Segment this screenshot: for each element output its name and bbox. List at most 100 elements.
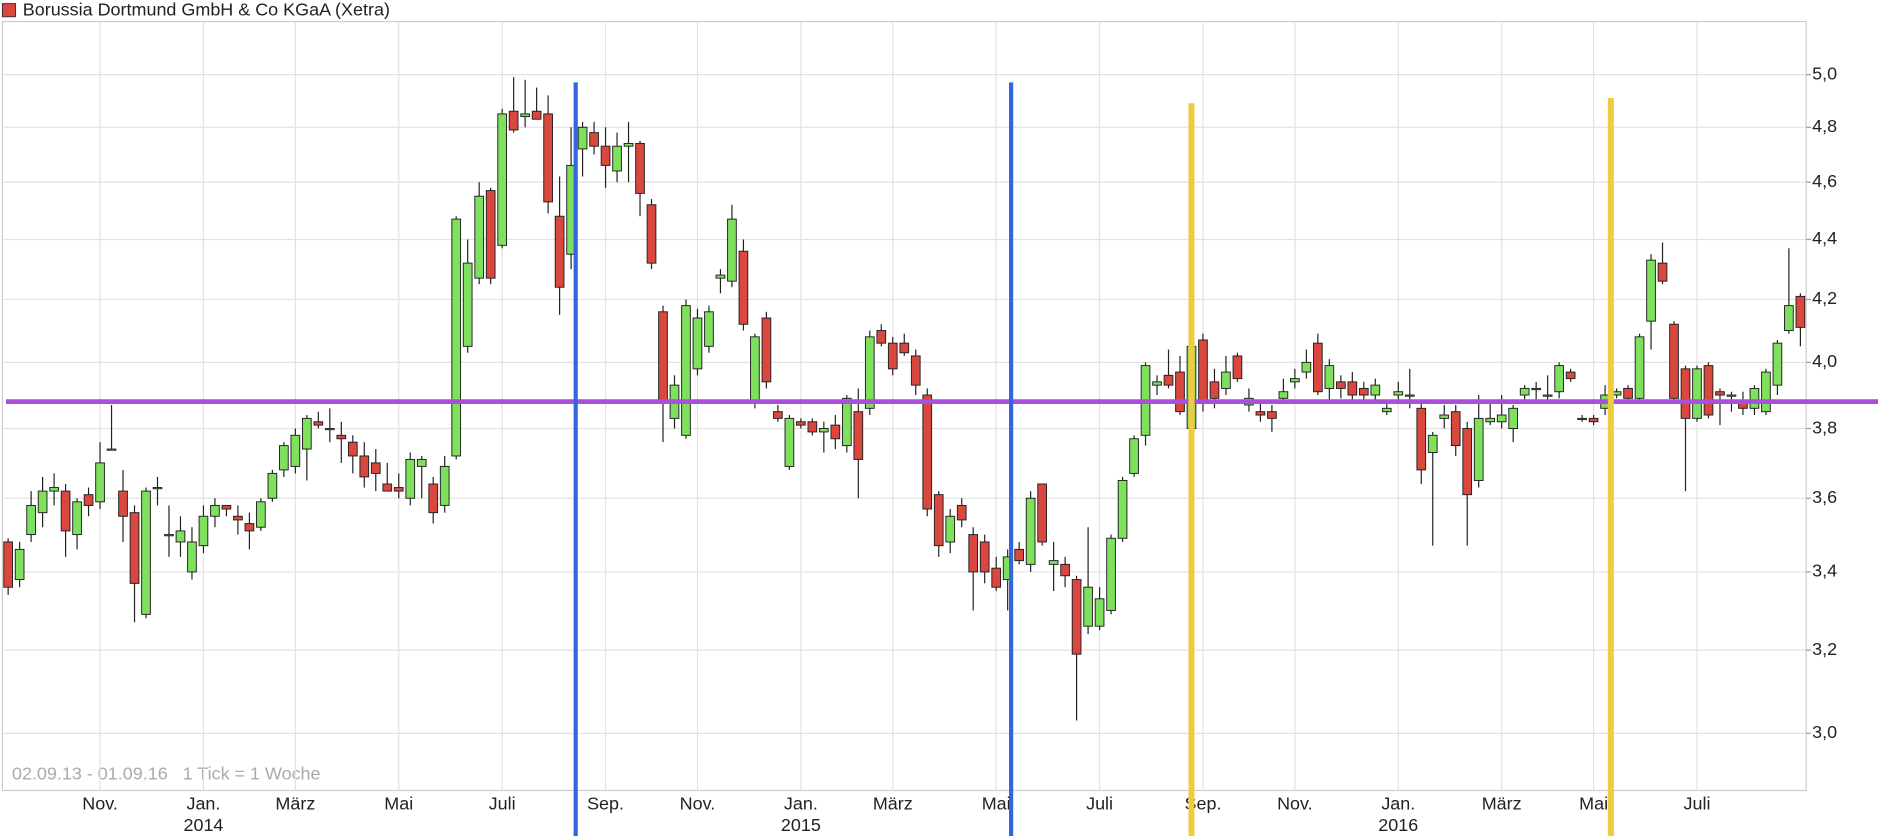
candle-body — [1209, 381, 1220, 399]
candle-body — [164, 534, 174, 537]
candle-body — [1094, 598, 1105, 627]
year-label: 2016 — [1378, 815, 1418, 835]
candle-body — [887, 342, 898, 370]
candle-body — [1037, 483, 1047, 543]
candle-body — [14, 548, 25, 581]
candle-body — [1358, 387, 1369, 396]
candle-body — [508, 110, 519, 131]
candle-body — [416, 458, 427, 467]
candle-body — [1198, 339, 1208, 403]
candle-body — [428, 483, 439, 514]
candle-body — [933, 494, 944, 547]
candle-body — [1232, 355, 1243, 380]
candle-body — [72, 501, 82, 536]
candle-body — [600, 145, 611, 166]
candle-body — [1393, 391, 1404, 396]
candle-body — [1083, 586, 1093, 627]
candle-body — [956, 504, 967, 521]
candle-body — [497, 113, 508, 246]
candle-body — [1071, 579, 1082, 655]
candle-body — [233, 515, 243, 521]
year-label: 2015 — [781, 815, 821, 835]
y-tick-label: 3,8 — [1812, 417, 1837, 437]
year-label: 2014 — [183, 815, 223, 835]
candle-body — [439, 465, 450, 506]
plot-area — [1, 20, 1807, 792]
chart-title: Borussia Dortmund GmbH & Co KGaA (Xetra) — [23, 0, 390, 20]
candle-body — [796, 421, 806, 426]
candle-body — [267, 472, 278, 499]
candle-body — [819, 428, 829, 433]
candle-body — [1060, 563, 1070, 577]
candle-body — [187, 541, 197, 573]
candle-body — [324, 428, 335, 431]
candle-body — [1542, 394, 1553, 397]
candle-body — [945, 515, 956, 543]
y-tick-label: 4,4 — [1812, 228, 1837, 248]
candle-body — [612, 145, 622, 172]
candle-body — [991, 567, 1002, 588]
candle-body — [3, 541, 13, 588]
candle-body — [531, 110, 542, 120]
candle-body — [864, 336, 875, 409]
candle-body — [256, 501, 266, 528]
candle-body — [761, 317, 772, 383]
candle-body — [1623, 387, 1633, 399]
candle-body — [462, 262, 473, 347]
candle-body — [1404, 394, 1415, 397]
candle-body — [1508, 407, 1519, 429]
candle-body — [841, 397, 852, 447]
candle-body — [589, 132, 599, 147]
candle-body — [1784, 305, 1794, 332]
candle-body — [1255, 411, 1266, 416]
candle-body — [750, 336, 760, 403]
candle-body — [279, 445, 289, 471]
candle-body — [221, 504, 232, 510]
candle-body — [49, 487, 59, 492]
candle-body — [1370, 384, 1381, 396]
candle-body — [1106, 537, 1116, 611]
x-tick-label: Nov. — [1277, 794, 1313, 814]
x-tick-label: Sep. — [587, 794, 624, 814]
candle-body — [141, 490, 151, 615]
candle-body — [1669, 323, 1679, 399]
x-tick-label: Juli — [1086, 794, 1113, 814]
candle-body — [1462, 428, 1473, 496]
candle-body — [1324, 365, 1335, 389]
candle-body — [1485, 417, 1496, 423]
candle-body — [623, 142, 634, 147]
candle-body — [1531, 387, 1541, 391]
candle-body — [290, 434, 301, 467]
x-tick-label: Mai — [982, 794, 1011, 814]
candle-body — [1175, 371, 1185, 413]
candle-body — [347, 441, 358, 457]
candle-body — [60, 490, 71, 532]
candle-body — [577, 126, 588, 150]
candle-body — [1048, 560, 1059, 565]
candle-body — [1795, 295, 1806, 328]
y-tick-label: 4,6 — [1812, 171, 1837, 191]
candle-body — [210, 504, 220, 517]
candle-body — [451, 218, 462, 457]
candle-body — [1301, 361, 1312, 373]
candle-body — [910, 355, 921, 386]
candle-body — [738, 250, 749, 325]
x-tick-label: Juli — [1684, 794, 1711, 814]
candle-body — [1313, 342, 1323, 393]
candle-body — [405, 458, 416, 499]
x-tick-label: Mai — [1579, 794, 1608, 814]
candle-body — [1680, 368, 1691, 419]
x-tick-label: März — [873, 794, 913, 814]
candle-body — [1025, 497, 1036, 565]
candle-body — [715, 274, 726, 279]
candle-body — [807, 421, 818, 433]
candle-body — [922, 394, 933, 510]
candle-body — [1381, 407, 1392, 413]
candle-body — [727, 218, 737, 282]
candle-body — [313, 421, 324, 426]
candle-body — [1761, 371, 1771, 413]
x-tick-label: Nov. — [680, 794, 716, 814]
candle-body — [1749, 387, 1760, 409]
candle-body — [1290, 378, 1300, 383]
